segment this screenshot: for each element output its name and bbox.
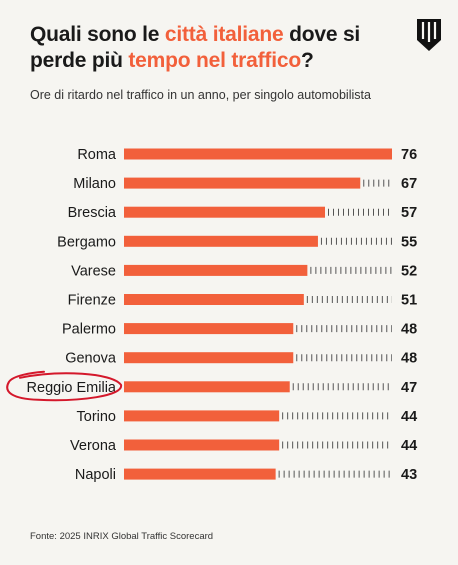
category-label-napoli: Napoli xyxy=(75,467,116,483)
value-label-reggio-emilia: 47 xyxy=(401,380,417,396)
annotation-circle xyxy=(6,370,122,402)
bar-napoli xyxy=(124,468,276,480)
bar-brescia xyxy=(124,206,325,218)
value-label-palermo: 48 xyxy=(401,322,417,338)
category-label-verona: Verona xyxy=(70,438,117,454)
bar-milano xyxy=(124,177,361,189)
category-label-brescia: Brescia xyxy=(68,205,117,221)
title-highlight-time: tempo nel traffico xyxy=(128,49,301,72)
category-label-torino: Torino xyxy=(77,409,117,425)
title-highlight-cities: città italiane xyxy=(164,23,284,46)
bar-varese xyxy=(124,264,308,276)
bar-palermo xyxy=(124,323,294,335)
bar-bergamo xyxy=(124,235,318,247)
category-label-varese: Varese xyxy=(71,263,116,279)
value-label-napoli: 43 xyxy=(401,467,417,483)
category-label-roma: Roma xyxy=(77,147,117,163)
chart-subtitle: Ore di ritardo nel traffico in un anno, … xyxy=(30,88,371,102)
value-label-torino: 44 xyxy=(401,409,417,425)
brand-logo-icon xyxy=(417,19,441,51)
value-label-bergamo: 55 xyxy=(401,234,417,250)
value-label-milano: 67 xyxy=(401,176,417,192)
category-label-bergamo: Bergamo xyxy=(57,234,116,250)
value-label-firenze: 51 xyxy=(401,293,417,309)
value-label-roma: 76 xyxy=(401,147,417,163)
category-label-reggio-emilia: Reggio Emilia xyxy=(27,380,117,396)
bar-verona xyxy=(124,439,280,451)
title-text-1: Quali sono le xyxy=(30,23,165,46)
bar-roma xyxy=(124,148,392,160)
title-text-2: dove si perde più xyxy=(30,23,361,72)
category-label-milano: Milano xyxy=(73,176,116,192)
chart-title: Quali sono le città italiane dove si per… xyxy=(30,22,400,74)
value-label-verona: 44 xyxy=(401,438,417,454)
bar-genova xyxy=(124,352,294,364)
value-label-genova: 48 xyxy=(401,351,417,367)
title-text-3: ? xyxy=(300,49,314,72)
value-label-brescia: 57 xyxy=(401,205,417,221)
bar-firenze xyxy=(124,294,304,305)
bar-torino xyxy=(124,410,280,422)
category-label-firenze: Firenze xyxy=(68,293,116,309)
category-label-genova: Genova xyxy=(65,351,117,367)
value-label-varese: 52 xyxy=(401,263,417,279)
bar-reggio-emilia xyxy=(124,381,290,393)
source-note: Fonte: 2025 INRIX Global Traffic Scoreca… xyxy=(30,531,214,542)
category-label-palermo: Palermo xyxy=(62,322,116,338)
